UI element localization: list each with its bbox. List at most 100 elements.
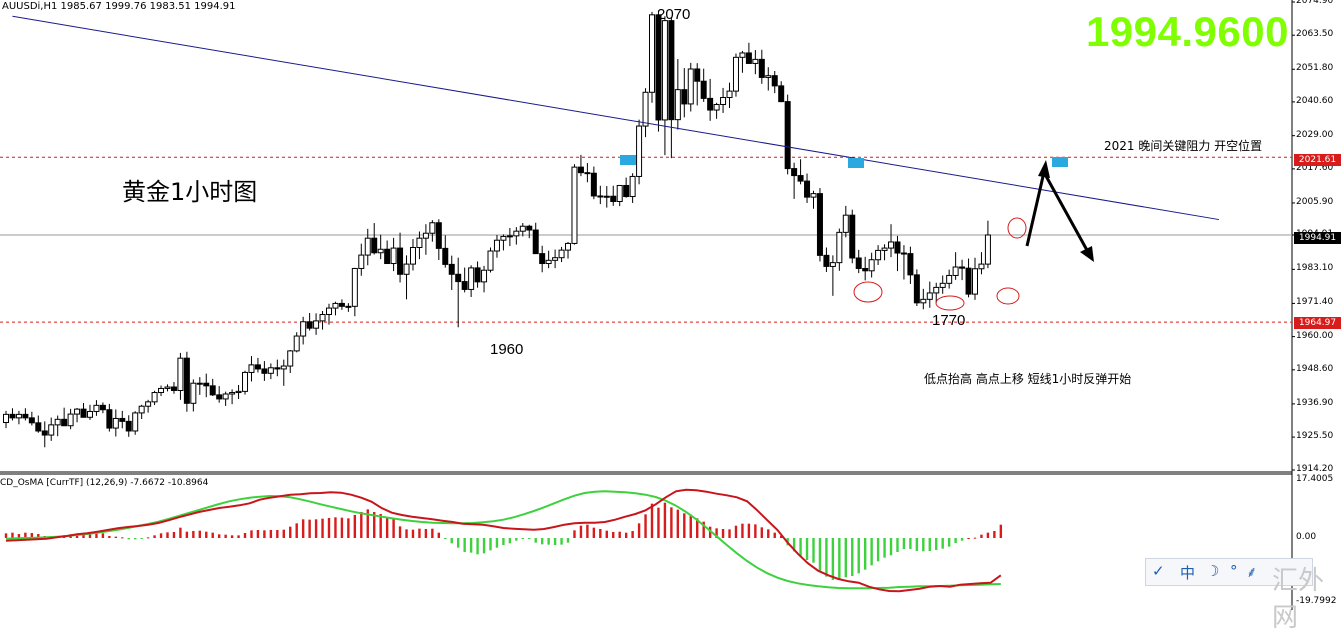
- histogram-bar: [263, 530, 266, 539]
- candle-body: [674, 89, 681, 121]
- histogram-bar: [721, 529, 725, 539]
- histogram-bar: [205, 531, 208, 539]
- histogram-bar: [947, 538, 951, 547]
- entry-marker: [1052, 157, 1068, 167]
- candle-body: [513, 230, 520, 237]
- checkbox-icon[interactable]: ✓: [1152, 562, 1165, 580]
- histogram-bar: [747, 523, 751, 539]
- chinese-mode-icon[interactable]: 中: [1180, 564, 1196, 582]
- candle-body: [655, 14, 662, 121]
- candle-body: [22, 413, 29, 419]
- candle-body: [196, 382, 203, 385]
- histogram-bar: [334, 517, 337, 539]
- histogram-bar: [495, 538, 499, 548]
- histogram-bar: [728, 529, 731, 539]
- price-tick-label: 1983.10: [1296, 263, 1334, 274]
- histogram-bar: [857, 538, 860, 574]
- candle-body: [313, 320, 320, 329]
- histogram-bar: [431, 528, 434, 539]
- histogram-bar: [489, 538, 492, 551]
- swing-circle: [996, 287, 1020, 305]
- histogram-bar: [618, 531, 621, 539]
- histogram-bar: [599, 529, 602, 539]
- candle-body: [183, 357, 190, 404]
- candle-body: [868, 259, 875, 272]
- level-badge-lower: 1964.97: [1294, 317, 1341, 329]
- candle-body: [145, 401, 152, 407]
- candle-body: [409, 247, 416, 265]
- histogram-bar: [424, 529, 428, 539]
- histogram-bar: [941, 538, 944, 549]
- histogram-bar: [295, 523, 298, 539]
- histogram-bar: [392, 519, 395, 539]
- entry-marker: [620, 155, 636, 165]
- histogram-bar: [159, 533, 163, 539]
- candle-body: [158, 387, 165, 394]
- candle-body: [403, 263, 410, 275]
- histogram-bar: [153, 535, 156, 539]
- up-arrow-shaft: [1025, 171, 1046, 247]
- candle-body: [209, 385, 216, 396]
- candle-body: [164, 386, 171, 389]
- histogram-bar: [863, 538, 867, 570]
- punctuation-icon[interactable]: °: [1230, 562, 1238, 580]
- candle-body: [687, 68, 694, 105]
- candle-body: [280, 365, 287, 370]
- resistance-note: 2021 晚间关键阻力 开空位置: [1104, 139, 1263, 153]
- candle-body: [493, 239, 500, 252]
- candle-body: [959, 266, 966, 269]
- candle-body: [900, 252, 907, 255]
- price-tick-label: 2029.00: [1296, 129, 1334, 140]
- price-tick-label: 2074.90: [1296, 0, 1334, 6]
- candle-body: [319, 313, 326, 322]
- down-arrow-head: [1080, 246, 1094, 262]
- candle-body: [300, 321, 307, 337]
- histogram-bar: [734, 525, 738, 539]
- histogram-bar: [870, 538, 873, 566]
- candle-body: [571, 166, 578, 244]
- candle-body: [791, 168, 798, 177]
- candle-body: [661, 20, 668, 121]
- candle-body: [429, 222, 436, 234]
- candle-body: [229, 392, 236, 395]
- histogram-bar: [385, 518, 389, 539]
- down-arrow-shaft: [1044, 175, 1090, 253]
- candle-body: [694, 68, 701, 82]
- moon-icon[interactable]: ☽: [1206, 562, 1220, 580]
- candle-body: [261, 368, 268, 374]
- histogram-bar: [366, 509, 369, 539]
- candle-body: [487, 250, 494, 271]
- histogram-bar: [353, 515, 357, 539]
- candle-body: [836, 231, 843, 264]
- candle-body: [623, 184, 630, 198]
- histogram-bar: [282, 529, 285, 539]
- candle-body: [849, 214, 856, 259]
- histogram-bar: [579, 525, 583, 539]
- candle-body: [823, 254, 830, 267]
- candle-body: [274, 367, 281, 370]
- candle-body: [132, 412, 139, 432]
- candle-body: [35, 422, 42, 432]
- histogram-bar: [437, 532, 441, 539]
- histogram-bar: [256, 530, 260, 539]
- candle-body: [545, 259, 552, 265]
- candle-body: [41, 430, 48, 436]
- candle-body: [875, 249, 882, 261]
- histogram-bar: [515, 538, 518, 541]
- histogram-bar: [999, 524, 1003, 539]
- histogram-bar: [799, 538, 802, 557]
- histogram-bar: [114, 536, 118, 539]
- histogram-bar: [902, 538, 906, 550]
- candle-body: [552, 257, 559, 261]
- histogram-bar: [547, 538, 550, 545]
- candle-body: [461, 281, 468, 290]
- candle-body: [894, 241, 901, 254]
- histogram-bar: [883, 538, 886, 558]
- ime-toolbar[interactable]: ✓ 中 ☽ ° ⸙: [1145, 558, 1313, 586]
- histogram-bar: [702, 521, 705, 539]
- candle-body: [984, 234, 991, 265]
- histogram-bar: [657, 507, 660, 539]
- candle-body: [506, 235, 513, 238]
- histogram-bar: [624, 532, 628, 539]
- settings-icon[interactable]: ⸙: [1246, 563, 1258, 581]
